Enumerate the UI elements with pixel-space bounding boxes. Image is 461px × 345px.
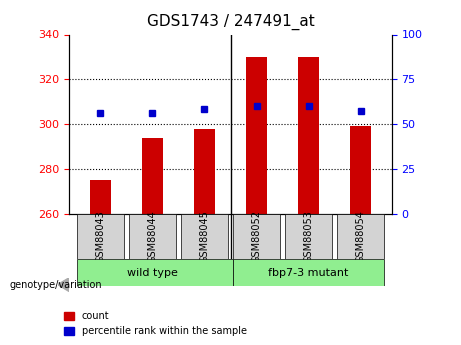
FancyBboxPatch shape xyxy=(337,214,384,259)
Bar xyxy=(194,129,215,214)
Legend: count, percentile rank within the sample: count, percentile rank within the sample xyxy=(60,307,250,340)
FancyBboxPatch shape xyxy=(233,259,384,286)
FancyBboxPatch shape xyxy=(285,214,332,259)
Text: GSM88054: GSM88054 xyxy=(355,210,366,263)
Text: GSM88044: GSM88044 xyxy=(148,210,157,263)
Text: GSM88045: GSM88045 xyxy=(200,210,209,263)
FancyBboxPatch shape xyxy=(77,259,233,286)
FancyBboxPatch shape xyxy=(233,214,280,259)
Text: GDS1743 / 247491_at: GDS1743 / 247491_at xyxy=(147,14,314,30)
Text: fbp7-3 mutant: fbp7-3 mutant xyxy=(268,268,349,277)
Bar xyxy=(350,126,371,214)
Bar xyxy=(90,180,111,214)
Bar xyxy=(142,138,163,214)
FancyBboxPatch shape xyxy=(181,214,228,259)
Text: GSM88052: GSM88052 xyxy=(252,210,261,263)
Text: GSM88053: GSM88053 xyxy=(304,210,313,263)
Bar xyxy=(298,57,319,214)
Text: wild type: wild type xyxy=(127,268,178,277)
Bar xyxy=(246,57,267,214)
Text: GSM88043: GSM88043 xyxy=(95,210,106,263)
FancyBboxPatch shape xyxy=(129,214,176,259)
Polygon shape xyxy=(58,278,69,292)
FancyBboxPatch shape xyxy=(77,214,124,259)
Text: genotype/variation: genotype/variation xyxy=(9,280,102,289)
